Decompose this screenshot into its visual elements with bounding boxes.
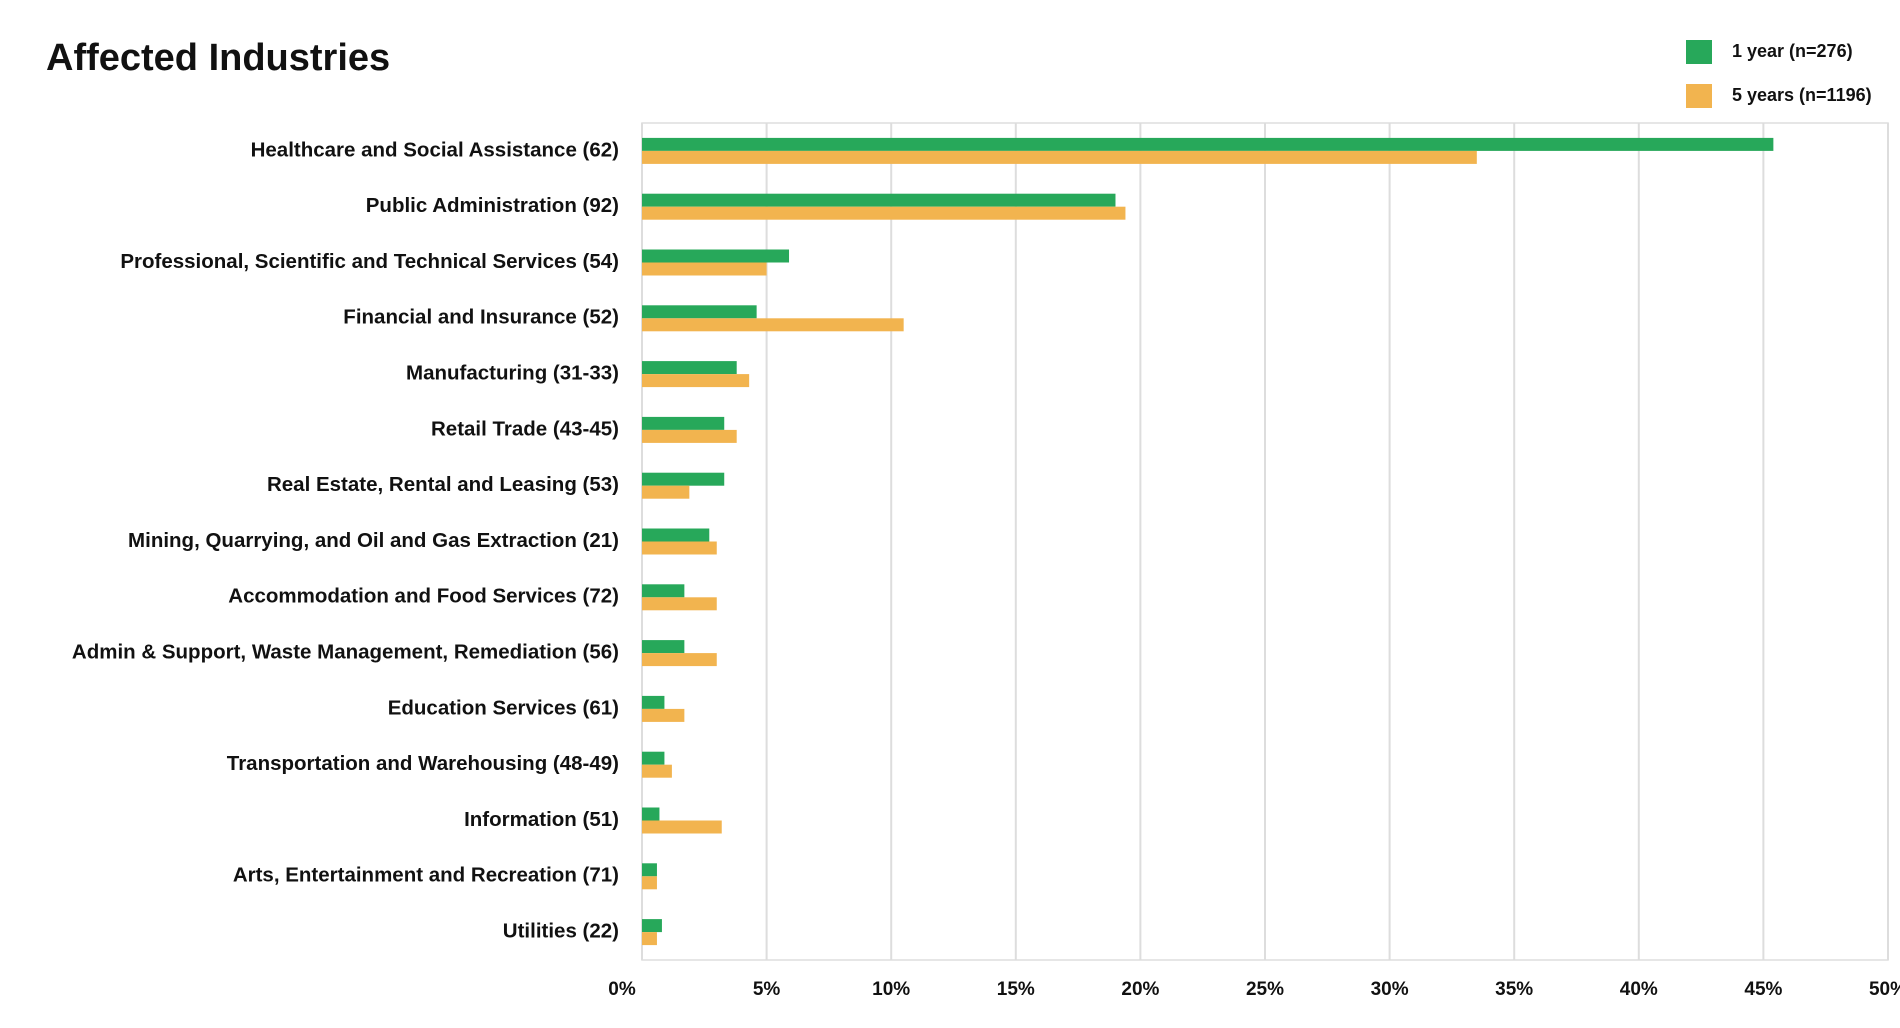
bar xyxy=(642,764,672,778)
bar xyxy=(642,206,1126,220)
y-tick-label: Information (51) xyxy=(464,808,619,831)
y-tick-label: Financial and Insurance (52) xyxy=(343,306,619,329)
y-tick-label: Manufacturing (31-33) xyxy=(406,362,619,385)
y-tick-label: Professional, Scientific and Technical S… xyxy=(120,250,619,273)
x-tick-label: 10% xyxy=(872,979,910,1000)
y-tick-label: Real Estate, Rental and Leasing (53) xyxy=(267,473,619,496)
y-tick-label: Healthcare and Social Assistance (62) xyxy=(251,138,619,161)
chart-title: Affected Industries xyxy=(46,37,390,79)
bar xyxy=(642,695,665,709)
bar xyxy=(642,541,717,555)
x-tick-label: 25% xyxy=(1246,979,1284,1000)
bar xyxy=(642,708,685,722)
bar xyxy=(642,249,790,263)
x-tick-label: 45% xyxy=(1744,979,1782,1000)
legend-swatch xyxy=(1686,84,1712,108)
legend-label: 1 year (n=276) xyxy=(1732,41,1853,61)
bar xyxy=(642,584,685,598)
bar xyxy=(642,876,657,890)
x-tick-label: 15% xyxy=(997,979,1035,1000)
legend-swatch xyxy=(1686,40,1712,64)
bar xyxy=(642,485,690,499)
x-tick-label: 20% xyxy=(1121,979,1159,1000)
y-tick-label: Admin & Support, Waste Management, Remed… xyxy=(72,641,619,664)
bar xyxy=(642,807,660,821)
bar xyxy=(642,653,717,667)
x-tick-label: 0% xyxy=(608,979,636,1000)
bar xyxy=(642,318,904,332)
y-tick-label: Public Administration (92) xyxy=(366,194,619,217)
bar xyxy=(642,597,717,611)
bar xyxy=(642,193,1116,207)
y-tick-label: Accommodation and Food Services (72) xyxy=(228,585,619,608)
bar xyxy=(642,416,725,430)
bar xyxy=(642,640,685,654)
x-tick-label: 5% xyxy=(753,979,781,1000)
x-tick-label: 50% xyxy=(1869,979,1900,1000)
y-tick-label: Retail Trade (43-45) xyxy=(431,417,619,440)
bar xyxy=(642,863,657,877)
bar xyxy=(642,137,1774,151)
bar xyxy=(642,932,657,946)
bar xyxy=(642,150,1477,164)
legend-label: 5 years (n=1196) xyxy=(1732,85,1872,105)
bar xyxy=(642,262,767,276)
bar xyxy=(642,820,722,834)
y-tick-label: Arts, Entertainment and Recreation (71) xyxy=(233,864,619,887)
y-tick-label: Transportation and Warehousing (48-49) xyxy=(227,752,619,775)
bar xyxy=(642,374,750,388)
bar xyxy=(642,751,665,765)
bar xyxy=(642,361,737,375)
bar xyxy=(642,472,725,486)
x-tick-label: 40% xyxy=(1620,979,1658,1000)
bar xyxy=(642,528,710,542)
bar xyxy=(642,429,737,443)
y-tick-label: Utilities (22) xyxy=(503,920,619,943)
bar xyxy=(642,919,662,933)
y-tick-label: Mining, Quarrying, and Oil and Gas Extra… xyxy=(128,529,619,552)
x-tick-label: 30% xyxy=(1371,979,1409,1000)
x-tick-label: 35% xyxy=(1495,979,1533,1000)
bar xyxy=(642,305,757,319)
y-tick-label: Education Services (61) xyxy=(388,696,619,719)
